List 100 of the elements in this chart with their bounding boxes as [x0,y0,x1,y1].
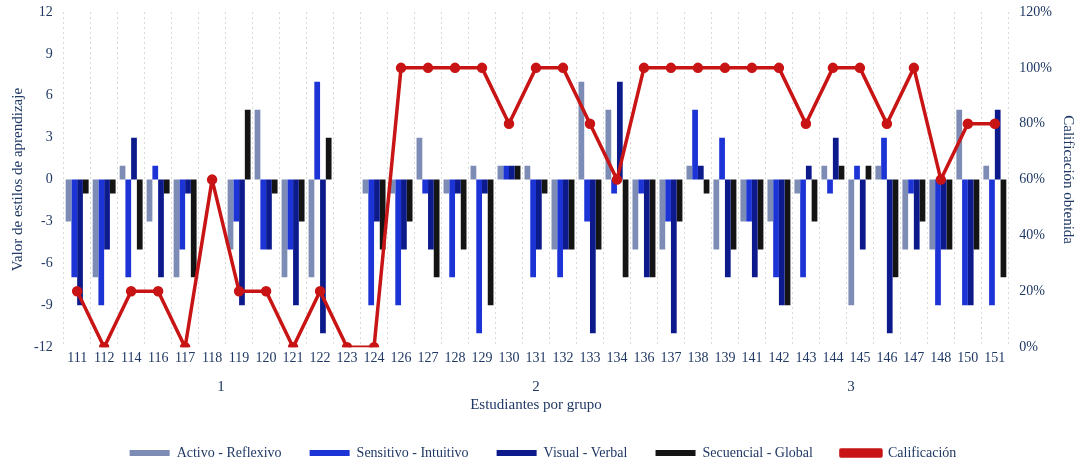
legend-label: Sensitivo - Intuitivo [356,444,469,460]
bar [881,137,887,180]
bar [778,179,785,306]
point [314,286,326,297]
y2-tick-label: 80% [1019,115,1046,131]
bar [670,179,677,334]
bar [724,179,731,278]
bar [886,179,893,334]
x-tick-label: 114 [120,350,142,366]
bar [557,179,563,278]
bar [77,179,83,306]
x-tick-label: 131 [525,350,547,366]
point [854,62,866,74]
y-tick-label: -12 [33,338,53,354]
bar [98,179,105,306]
point [206,174,218,185]
x-tick-label: 137 [660,350,682,366]
bar [482,179,488,194]
legend-label: Activo - Reflexivo [176,444,282,460]
x-tick-label: 134 [606,350,628,366]
x-tick-label: 139 [714,350,736,366]
bar [746,179,752,222]
x-tick-label: 151 [984,350,1006,366]
x-tick-label: 121 [282,350,304,366]
bar [719,137,725,180]
bar [158,179,164,278]
x-tick-label: 145 [849,350,871,366]
x-tick-label: 111 [67,350,88,366]
x-tick-label: 150 [957,350,979,366]
bar [82,179,89,194]
x-tick-label: 146 [876,350,898,366]
point [989,118,1001,129]
bar [395,179,402,306]
bar [109,179,116,194]
bar [697,165,704,180]
bar [713,179,720,250]
point [638,62,650,74]
point [152,286,164,297]
bar [638,179,644,194]
bar [287,179,294,250]
point [449,62,461,74]
y-tick-label: -6 [40,255,53,271]
y2-tick-label: 100% [1019,59,1053,75]
bar [320,179,326,334]
bar [374,179,380,222]
bar [686,165,693,180]
bar [935,179,941,306]
y-tick-label: 6 [45,87,53,103]
x-tick-label: 119 [228,350,250,366]
point [746,62,758,74]
bar [476,179,483,334]
x-tick-label: 138 [687,350,709,366]
bar [875,165,882,180]
x-tick-label: 124 [363,350,385,366]
x-tick-label: 147 [903,350,925,366]
point [611,174,623,185]
bar [940,179,947,250]
x-tick-label: 112 [93,350,115,366]
bar [767,179,774,222]
bar [902,179,909,250]
point [719,62,731,74]
y2-tick-label: 60% [1019,171,1046,187]
x-tick-label: 122 [309,350,331,366]
y-tick-label: 12 [38,3,53,19]
point [827,62,839,74]
point [962,118,974,129]
point [908,62,920,74]
point [935,174,947,185]
y-tick-label: -3 [40,213,53,229]
x-tick-label: 136 [633,350,655,366]
point [881,118,893,129]
y-tick-label: 3 [45,129,53,145]
bar [983,165,990,180]
legend-label: Visual - Verbal [543,444,628,460]
bar [589,179,596,334]
x-tick-label: 144 [822,350,844,366]
point [773,62,785,74]
bar [266,179,272,250]
point [584,118,596,129]
x-tick-label: 129 [471,350,493,366]
bar [368,179,375,306]
bar [271,179,278,194]
bar [509,165,515,180]
bar [244,109,251,180]
x-tick-label: 127 [417,350,439,366]
x-tick-label: 148 [930,350,952,366]
bar [584,179,590,222]
bar [643,179,650,278]
point [530,62,542,74]
bar [136,179,143,250]
y2-axis-title: Calificación obtenida [1061,115,1078,245]
bar [773,179,779,278]
legend-label: Secuencial - Global [702,444,814,460]
legend-label: Calificación [887,444,957,460]
text: 2 [532,378,540,395]
bar [125,179,132,278]
bar [913,179,920,250]
bar [152,165,159,180]
point [233,286,245,297]
bar [908,179,914,194]
